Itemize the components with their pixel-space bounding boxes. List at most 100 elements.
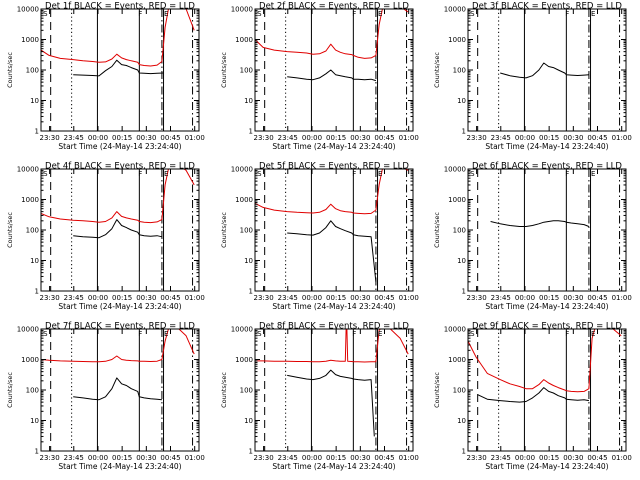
y-tick-label: 10000 <box>17 326 39 334</box>
x-tick-label: 00:15 <box>112 454 132 462</box>
x-tick-label: 23:30 <box>466 454 486 462</box>
y-tick-label: 1000 <box>235 36 253 44</box>
y-tick-label: 1 <box>462 447 466 455</box>
x-tick-label: 00:15 <box>539 454 559 462</box>
x-tick-label: 23:30 <box>253 294 273 302</box>
x-tick-label: 23:30 <box>466 134 486 142</box>
x-tick-label: 01:00 <box>399 134 419 142</box>
panel-title: Det 4f BLACK = Events, RED = LLD <box>45 162 195 172</box>
x-tick-label: 01:00 <box>612 294 632 302</box>
y-tick-label: 10 <box>457 97 466 105</box>
series-layer <box>41 329 195 401</box>
y-axis-label: Counts/sec <box>220 212 228 248</box>
y-tick-label: 10 <box>457 257 466 265</box>
y-axis-label: Counts/sec <box>220 372 228 408</box>
y-axis-label: Counts/sec <box>433 52 441 88</box>
x-tick-label: 23:45 <box>491 294 511 302</box>
event-marker-e: E <box>164 170 168 178</box>
x-tick-label: 23:45 <box>64 134 84 142</box>
series-layer <box>255 9 409 82</box>
y-axis-label: Counts/sec <box>433 212 441 248</box>
series-line-lld <box>468 329 622 393</box>
x-tick-label: 00:30 <box>563 134 583 142</box>
x-axis-label: Start Time (24-May-14 23:24:40) <box>272 142 395 151</box>
x-tick-label: 00:15 <box>326 454 346 462</box>
x-tick-label: 00:30 <box>136 294 156 302</box>
panel-title: Det 6f BLACK = Events, RED = LLD <box>472 162 622 172</box>
panel-title: Det 2f BLACK = Events, RED = LLD <box>259 2 409 12</box>
x-tick-label: 00:15 <box>539 134 559 142</box>
x-tick-label: 23:45 <box>491 454 511 462</box>
event-marker-s: S <box>43 330 48 338</box>
x-tick-label: 00:30 <box>563 294 583 302</box>
x-tick-label: 23:30 <box>253 454 273 462</box>
x-tick-label: 00:30 <box>136 134 156 142</box>
x-tick-label: 00:00 <box>515 454 535 462</box>
plot-frame <box>40 168 200 292</box>
y-tick-label: 1 <box>249 287 253 295</box>
x-tick-label: 00:15 <box>112 294 132 302</box>
series-layer <box>490 220 590 227</box>
y-tick-label: 1000 <box>21 356 39 364</box>
y-tick-label: 10 <box>457 417 466 425</box>
x-tick-label: 00:00 <box>302 294 322 302</box>
event-marker-f: F <box>138 170 142 178</box>
panel-title: Det 9f BLACK = Events, RED = LLD <box>472 322 622 332</box>
y-tick-label: 100 <box>26 67 39 75</box>
x-tick-label: 01:00 <box>399 454 419 462</box>
y-axis-label: Counts/sec <box>433 372 441 408</box>
y-tick-label: 10000 <box>231 6 253 14</box>
event-marker-s: S <box>257 330 262 338</box>
x-tick-label: 23:45 <box>278 454 298 462</box>
y-tick-label: 1 <box>462 287 466 295</box>
y-tick-label: 1 <box>35 447 39 455</box>
y-tick-label: 1000 <box>235 196 253 204</box>
y-tick-label: 10000 <box>444 166 466 174</box>
series-line-lld <box>41 329 195 363</box>
x-tick-label: 00:00 <box>515 134 535 142</box>
y-tick-label: 10 <box>30 97 39 105</box>
y-tick-label: 10000 <box>231 166 253 174</box>
y-axis-label: Counts/sec <box>6 52 14 88</box>
x-tick-label: 23:30 <box>39 134 59 142</box>
x-tick-label: 00:45 <box>160 134 180 142</box>
x-tick-label: 23:45 <box>491 134 511 142</box>
event-marker-f: F <box>352 170 356 178</box>
y-tick-label: 100 <box>453 67 466 75</box>
series-layer <box>41 9 195 77</box>
series-line-lld <box>41 9 195 67</box>
series-layer <box>468 329 622 403</box>
y-tick-label: 10000 <box>17 166 39 174</box>
event-marker-e: E <box>378 330 382 338</box>
series-line-events <box>73 59 164 77</box>
y-tick-label: 10 <box>244 257 253 265</box>
plot-frame <box>254 328 414 452</box>
x-axis-label: Start Time (24-May-14 23:24:40) <box>58 462 181 471</box>
panel-title: Det 3f BLACK = Events, RED = LLD <box>472 2 622 12</box>
x-tick-label: 00:30 <box>350 294 370 302</box>
y-tick-label: 1 <box>35 127 39 135</box>
series-line-events <box>477 387 589 403</box>
event-marker-f: F <box>352 10 356 18</box>
x-tick-label: 00:00 <box>302 134 322 142</box>
y-tick-label: 10000 <box>231 326 253 334</box>
y-tick-label: 1000 <box>448 196 466 204</box>
x-tick-label: 00:45 <box>587 134 607 142</box>
event-marker-f: F <box>138 330 142 338</box>
y-tick-label: 10 <box>244 417 253 425</box>
x-tick-label: 00:45 <box>160 294 180 302</box>
x-axis-label: Start Time (24-May-14 23:24:40) <box>485 142 608 151</box>
x-tick-label: 23:30 <box>253 134 273 142</box>
event-marker-f: F <box>565 10 569 18</box>
y-tick-label: 10000 <box>444 6 466 14</box>
event-marker-s: S <box>470 10 475 18</box>
event-marker-s: S <box>470 330 475 338</box>
y-tick-label: 100 <box>240 387 253 395</box>
x-tick-label: 00:15 <box>112 134 132 142</box>
event-marker-s: S <box>470 170 475 178</box>
y-tick-label: 100 <box>453 227 466 235</box>
